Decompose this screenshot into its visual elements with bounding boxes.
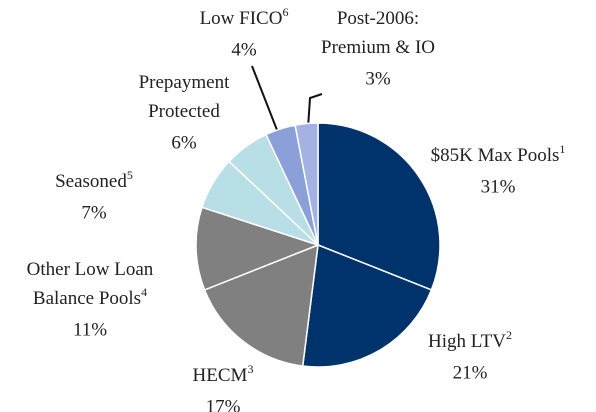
- leader-line: [307, 93, 323, 129]
- leader-line: [251, 65, 278, 131]
- slice-label-line: Post-2006:: [337, 8, 419, 29]
- value-label: 17%: [206, 396, 241, 412]
- pie-slice: [317, 122, 441, 291]
- slice-label: HECM3: [193, 362, 254, 387]
- footnote-marker: 4: [141, 285, 147, 299]
- value-label: 31%: [481, 176, 516, 197]
- footnote-marker: 1: [559, 142, 565, 156]
- pie-slice: [195, 206, 321, 291]
- value-label: 6%: [171, 132, 197, 153]
- value-label: 11%: [73, 319, 107, 340]
- footnote-marker: 6: [282, 5, 288, 19]
- slice-label-line: $85K Max Pools: [431, 145, 560, 166]
- slice-label: High LTV2: [428, 328, 512, 353]
- slice-label: Seasoned5: [55, 168, 133, 193]
- slice-label: Premium & IO: [321, 37, 435, 58]
- value-label: 4%: [231, 39, 257, 60]
- slice-label: Low FICO6: [200, 5, 289, 30]
- slice-label: Prepayment: [139, 72, 230, 93]
- value-label: 3%: [365, 68, 391, 89]
- slice-label: Post-2006:: [337, 8, 419, 29]
- footnote-marker: 5: [127, 168, 133, 182]
- value-label: 7%: [81, 202, 107, 223]
- value-label: 21%: [453, 362, 488, 383]
- footnote-marker: 2: [506, 328, 512, 342]
- slice-label-line: HECM: [193, 365, 248, 386]
- slice-label: Other Low Loan: [27, 259, 154, 280]
- pie-slice: [294, 122, 319, 246]
- footnote-marker: 3: [247, 362, 253, 376]
- slice-label: $85K Max Pools1: [431, 142, 566, 167]
- slice-label-line: Seasoned: [55, 171, 127, 192]
- slice-label: Protected: [148, 101, 220, 122]
- slice-label-line: Prepayment: [139, 72, 230, 93]
- slice-label-line: High LTV: [428, 331, 506, 352]
- slice-label-line: Low FICO: [200, 8, 283, 29]
- pie-slice: [203, 243, 319, 367]
- slice-label-line: Premium & IO: [321, 37, 435, 58]
- slice-label-line: Protected: [148, 101, 220, 122]
- pie-slice: [301, 243, 433, 368]
- slice-label-line: Other Low Loan: [27, 259, 154, 280]
- slice-label: Balance Pools4: [33, 285, 147, 310]
- slice-label-line: Balance Pools: [33, 288, 141, 309]
